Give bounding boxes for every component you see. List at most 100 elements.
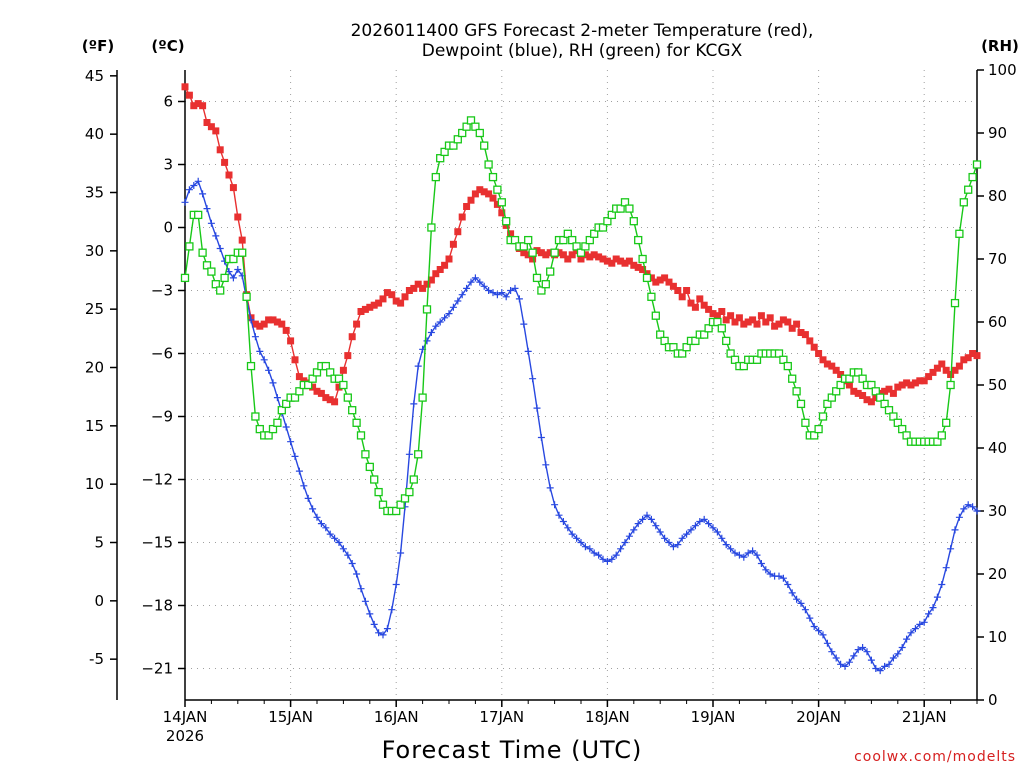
data-point (973, 507, 981, 515)
data-point (749, 316, 757, 324)
data-point (969, 350, 977, 357)
data-point (348, 560, 356, 567)
data-point (925, 373, 933, 381)
data-point (185, 186, 193, 194)
data-point (783, 361, 792, 371)
data-point (916, 377, 924, 385)
data-point (542, 251, 550, 259)
data-point (946, 380, 955, 390)
data-point (559, 251, 567, 259)
data-point (365, 462, 374, 472)
data-point (854, 368, 863, 377)
data-point (607, 210, 616, 220)
data-point (246, 361, 256, 371)
data-point (419, 284, 427, 292)
data-point (256, 347, 264, 355)
data-point (964, 501, 972, 509)
rh-tick-label: 30 (988, 502, 1007, 520)
data-point (617, 545, 625, 553)
data-point (621, 539, 629, 546)
data-point (357, 585, 365, 593)
fahrenheit-tick-label: 40 (85, 125, 104, 143)
data-point (497, 198, 506, 207)
data-point (942, 366, 950, 374)
data-point (788, 324, 796, 332)
chart-title-line-2: Dewpoint (blue), RH (green) for KCGX (422, 41, 743, 61)
data-point (669, 343, 678, 352)
data-point (730, 355, 740, 364)
data-point (788, 374, 797, 383)
data-point (480, 188, 488, 196)
source-credit[interactable]: coolwx.com/modelts (854, 749, 1016, 765)
data-point (775, 572, 783, 580)
data-point (595, 253, 603, 261)
data-point (960, 505, 968, 513)
data-point (229, 254, 238, 264)
data-point (326, 368, 335, 377)
data-point (366, 610, 374, 618)
data-point (445, 310, 453, 318)
data-point (564, 524, 572, 532)
data-point (845, 374, 854, 383)
data-point (713, 317, 722, 327)
data-point (326, 530, 334, 538)
data-point (801, 331, 809, 339)
data-point (687, 299, 695, 307)
data-point (916, 620, 924, 628)
data-point (334, 374, 344, 383)
data-point (427, 329, 435, 336)
data-point (682, 343, 691, 352)
data-point (432, 322, 440, 330)
data-point (806, 614, 814, 622)
data-point (282, 423, 290, 431)
data-point (488, 172, 498, 182)
rh-tick-label: 40 (988, 439, 1007, 457)
data-point (652, 278, 660, 286)
data-point (199, 190, 207, 198)
data-point (911, 379, 919, 387)
celsius-tick-label: 0 (163, 219, 173, 237)
data-point (612, 551, 620, 559)
data-point (409, 475, 418, 484)
data-point (287, 337, 295, 345)
data-point (317, 389, 325, 397)
data-point (291, 356, 299, 364)
data-point (634, 520, 642, 528)
data-point (361, 597, 369, 605)
data-point (880, 399, 889, 409)
data-point (551, 501, 559, 509)
data-point (199, 102, 207, 110)
data-point (942, 564, 950, 572)
data-point (405, 450, 413, 458)
data-point (211, 280, 220, 289)
data-point (202, 261, 212, 270)
data-point (309, 383, 317, 391)
data-point (973, 352, 981, 360)
data-point (788, 589, 796, 597)
data-point (493, 291, 501, 299)
data-point (454, 228, 462, 236)
data-point (779, 316, 787, 324)
data-point (933, 437, 942, 446)
data-point (361, 450, 370, 459)
data-point (480, 141, 489, 150)
data-point (793, 595, 801, 603)
data-point (717, 324, 726, 333)
data-point (255, 424, 264, 434)
data-point (344, 352, 352, 360)
data-point (471, 274, 479, 282)
data-point (960, 356, 968, 364)
data-point (366, 303, 374, 311)
data-point (313, 387, 321, 395)
data-point (529, 255, 537, 263)
data-point (801, 418, 810, 427)
data-point (937, 431, 946, 440)
x-tick-label: 15JAN (268, 708, 313, 726)
data-point (194, 210, 203, 220)
data-point (427, 223, 436, 232)
data-point (731, 549, 739, 557)
data-point (568, 235, 577, 245)
data-point (823, 399, 832, 409)
